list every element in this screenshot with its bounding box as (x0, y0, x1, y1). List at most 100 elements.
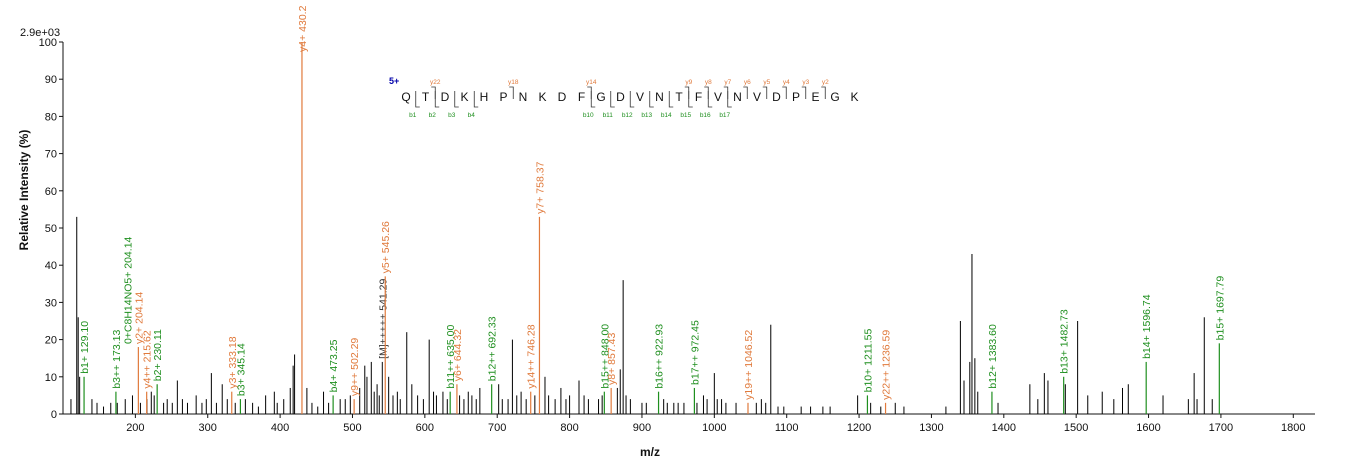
y-cleavage-mark (762, 86, 768, 99)
y-fragment-label: y4 (783, 79, 790, 86)
b-cleavage-mark (434, 91, 440, 108)
b-fragment-label: b17 (719, 112, 730, 119)
y-cleavage-mark (587, 86, 592, 99)
y-tick-label: 20 (45, 335, 57, 347)
b-cleavage-mark (454, 91, 459, 108)
peak-annotation: y5+ 545.26 (380, 221, 392, 273)
peak-annotation: b11++ 635.00 (445, 324, 457, 388)
peak-annotation: [M]+++++ 541.29 (377, 278, 389, 358)
y-fragment-label: y5 (763, 79, 770, 86)
peak-annotation: y14++ 746.28 (526, 324, 538, 388)
x-tick-label: 500 (343, 422, 361, 434)
peak-annotation: y4++ 215.62 (142, 330, 154, 389)
b-cleavage-mark (610, 91, 615, 108)
b-fragment-label: b13 (641, 112, 652, 119)
y-cleavage-mark (684, 86, 690, 99)
peak-annotation: b4+ 473.25 (328, 339, 340, 392)
max-intensity-label: 2.9e+03 (20, 27, 60, 39)
y-tick-label: 30 (45, 297, 57, 309)
y-tick-label: 50 (45, 223, 57, 235)
y-fragment-label: y3 (802, 79, 809, 86)
y-tick-label: 100 (39, 37, 57, 49)
residue: Q (401, 90, 410, 104)
y-cleavage-mark (431, 86, 436, 99)
x-tick-label: 300 (199, 422, 217, 434)
x-tick-label: 200 (126, 422, 144, 434)
residue: K (538, 90, 546, 104)
y-fragment-label: y22 (430, 79, 441, 86)
charge-state: 5+ (389, 76, 399, 86)
y-fragment-label: y6 (744, 79, 751, 86)
x-tick-label: 1300 (919, 422, 943, 434)
peak-annotation: b10+ 1211.55 (862, 328, 874, 392)
y-tick-label: 10 (45, 372, 57, 384)
peak-annotation: y19++ 1046.52 (743, 330, 755, 400)
y-tick-label: 60 (45, 186, 57, 198)
residue: K (850, 90, 858, 104)
peak-annotation: y6+ 644.32 (452, 329, 464, 381)
peak-annotation: b3+ 345.14 (235, 343, 247, 396)
y-cleavage-mark (743, 86, 748, 99)
peak-annotation: y7+ 758.37 (534, 161, 546, 213)
y-cleavage-mark (821, 86, 826, 99)
peak-annotation: b15+ 1697.79 (1214, 276, 1226, 341)
b-cleavage-mark (727, 91, 732, 108)
b-fragment-label: b10 (583, 112, 594, 119)
b-fragment-label: b15 (680, 112, 691, 119)
residue: V (636, 90, 644, 104)
residue: T (675, 90, 683, 104)
y-tick-label: 90 (45, 74, 57, 86)
peaks (70, 216, 1213, 414)
x-tick-label: 900 (633, 422, 651, 434)
residue: G (830, 90, 839, 104)
peak-annotation: y4+ 430.2 (297, 5, 309, 52)
peak-annotation: b15++ 848.00 (599, 324, 611, 389)
b-fragment-label: b1 (409, 112, 417, 119)
x-tick-label: 400 (271, 422, 289, 434)
peak-annotation: b2+ 230.11 (152, 329, 164, 381)
y-tick-label: 0 (51, 409, 57, 421)
b-fragment-label: b4 (468, 112, 476, 119)
residue: D (441, 90, 450, 104)
b-fragment-label: b11 (603, 112, 614, 119)
y-fragment-label: y2 (822, 79, 829, 86)
peak-annotation: y2+ 204.14 (133, 292, 145, 344)
x-tick-label: 800 (560, 422, 578, 434)
y-tick-label: 40 (45, 260, 57, 272)
residue: F (578, 90, 585, 104)
residue: T (422, 90, 430, 104)
residue: P (499, 90, 507, 104)
residue: D (558, 90, 567, 104)
x-tick-label: 1100 (775, 422, 799, 434)
b-cleavage-mark (707, 91, 713, 108)
b-cleavage-mark (649, 91, 654, 108)
b-cleavage-mark (590, 91, 596, 108)
x-axis-title: m/z (640, 445, 660, 459)
b-fragment-label: b16 (700, 112, 711, 119)
b-fragment-label: b2 (429, 112, 437, 119)
y-cleavage-mark (782, 86, 787, 99)
residue: V (714, 90, 722, 104)
residue: E (811, 90, 819, 104)
x-tick-label: 1000 (702, 422, 726, 434)
peak-annotation: b17++ 972.45 (689, 320, 701, 385)
b-cleavage-mark (668, 91, 674, 108)
b-fragment-label: b3 (448, 112, 456, 119)
x-tick-label: 1400 (992, 422, 1016, 434)
b-cleavage-mark (473, 91, 479, 108)
x-tick-label: 1500 (1064, 422, 1088, 434)
residue: N (655, 90, 664, 104)
peak-annotation: y3+ 333.18 (227, 336, 239, 388)
x-tick-label: 1800 (1281, 422, 1305, 434)
residue: D (772, 90, 781, 104)
peak-annotation: b3++ 173.13 (111, 330, 123, 389)
y-axis-title: Relative Intensity (%) (17, 130, 31, 251)
y-fragment-label: y7 (724, 79, 731, 86)
residue: K (460, 90, 468, 104)
peak-annotation: b16++ 922.93 (654, 324, 666, 389)
residue: H (480, 90, 489, 104)
residue: N (733, 90, 742, 104)
y-fragment-label: y18 (508, 79, 519, 86)
peak-annotation: b12++ 692.33 (487, 316, 499, 381)
